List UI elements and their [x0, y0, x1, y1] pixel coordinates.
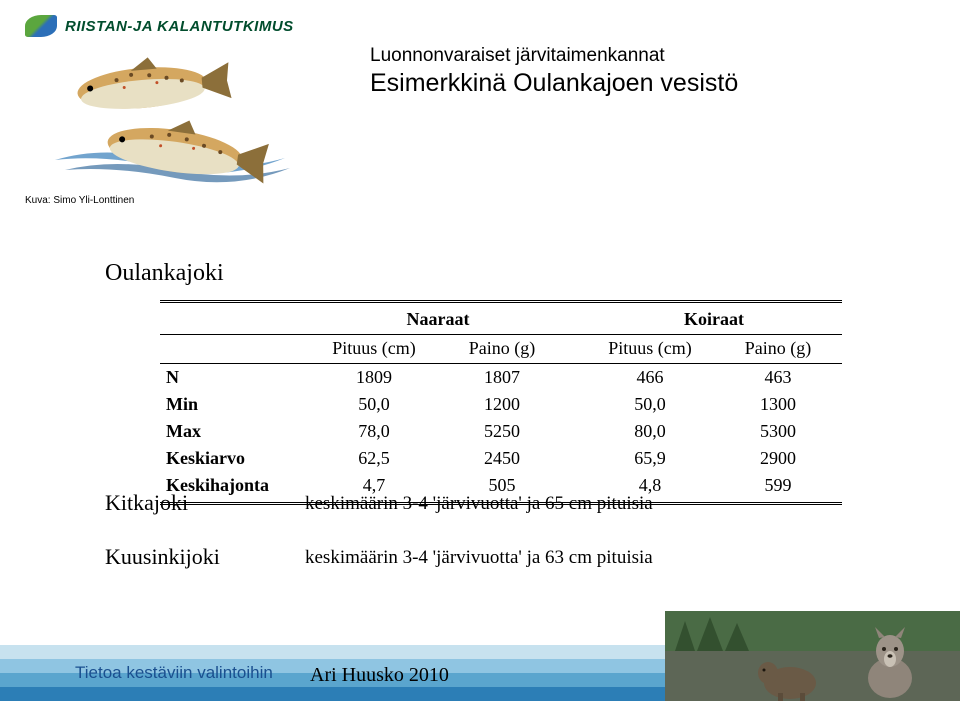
col-header: Paino (g) — [714, 335, 842, 364]
fish-illustration — [45, 50, 295, 190]
row-label: Min — [160, 391, 310, 418]
table-cell: 62,5 — [310, 445, 438, 472]
summary-label: Kuusinkijoki — [105, 544, 305, 570]
table-cell: 599 — [714, 472, 842, 504]
table-cell: 5250 — [438, 418, 566, 445]
table-cell: 1300 — [714, 391, 842, 418]
brand-name: RIISTAN-JA KALANTUTKIMUS — [65, 18, 294, 35]
table-cell: 2900 — [714, 445, 842, 472]
footer-photo — [665, 611, 960, 701]
table-cell: 466 — [586, 364, 714, 392]
row-label: Max — [160, 418, 310, 445]
stats-table: Naaraat Koiraat Pituus (cm) Paino (g) Pi… — [160, 300, 842, 505]
summary-row: Kitkajokikeskimäärin 3-4 'järvivuotta' j… — [105, 490, 653, 516]
summary-label: Kitkajoki — [105, 490, 305, 516]
row-label: N — [160, 364, 310, 392]
col-header: Pituus (cm) — [310, 335, 438, 364]
table-cell: 65,9 — [586, 445, 714, 472]
summary-block: Kitkajokikeskimäärin 3-4 'järvivuotta' j… — [105, 490, 653, 598]
summary-row: Kuusinkijokikeskimäärin 3-4 'järvivuotta… — [105, 544, 653, 570]
title-main: Esimerkkinä Oulankajoen vesistö — [370, 69, 738, 98]
table-cell: 463 — [714, 364, 842, 392]
table-cell: 50,0 — [310, 391, 438, 418]
col-header: Paino (g) — [438, 335, 566, 364]
summary-text: keskimäärin 3-4 'järvivuotta' ja 63 cm p… — [305, 544, 653, 570]
river-heading: Oulankajoki — [105, 260, 224, 287]
summary-text: keskimäärin 3-4 'järvivuotta' ja 65 cm p… — [305, 490, 653, 516]
title-supertitle: Luonnonvaraiset järvitaimenkannat — [370, 45, 738, 67]
group-header-male: Koiraat — [586, 302, 842, 335]
table-cell: 80,0 — [586, 418, 714, 445]
table-cell: 78,0 — [310, 418, 438, 445]
row-label: Keskiarvo — [160, 445, 310, 472]
brand-logo: RIISTAN-JA KALANTUTKIMUS — [25, 15, 294, 37]
footer-left-text: Tietoa kestäviin valintoihin — [75, 663, 273, 683]
footer-author: Ari Huusko 2010 — [310, 664, 449, 687]
brand-logo-icon — [25, 15, 57, 37]
table-cell: 1809 — [310, 364, 438, 392]
table-cell: 1200 — [438, 391, 566, 418]
image-caption: Kuva: Simo Yli-Lonttinen — [25, 195, 134, 206]
table-cell: 5300 — [714, 418, 842, 445]
group-header-female: Naaraat — [310, 302, 566, 335]
table-cell: 1807 — [438, 364, 566, 392]
footer: Tietoa kestäviin valintoihin Ari Huusko … — [0, 629, 960, 701]
table-cell: 50,0 — [586, 391, 714, 418]
slide-title: Luonnonvaraiset järvitaimenkannat Esimer… — [370, 45, 738, 98]
col-header: Pituus (cm) — [586, 335, 714, 364]
table-cell: 2450 — [438, 445, 566, 472]
